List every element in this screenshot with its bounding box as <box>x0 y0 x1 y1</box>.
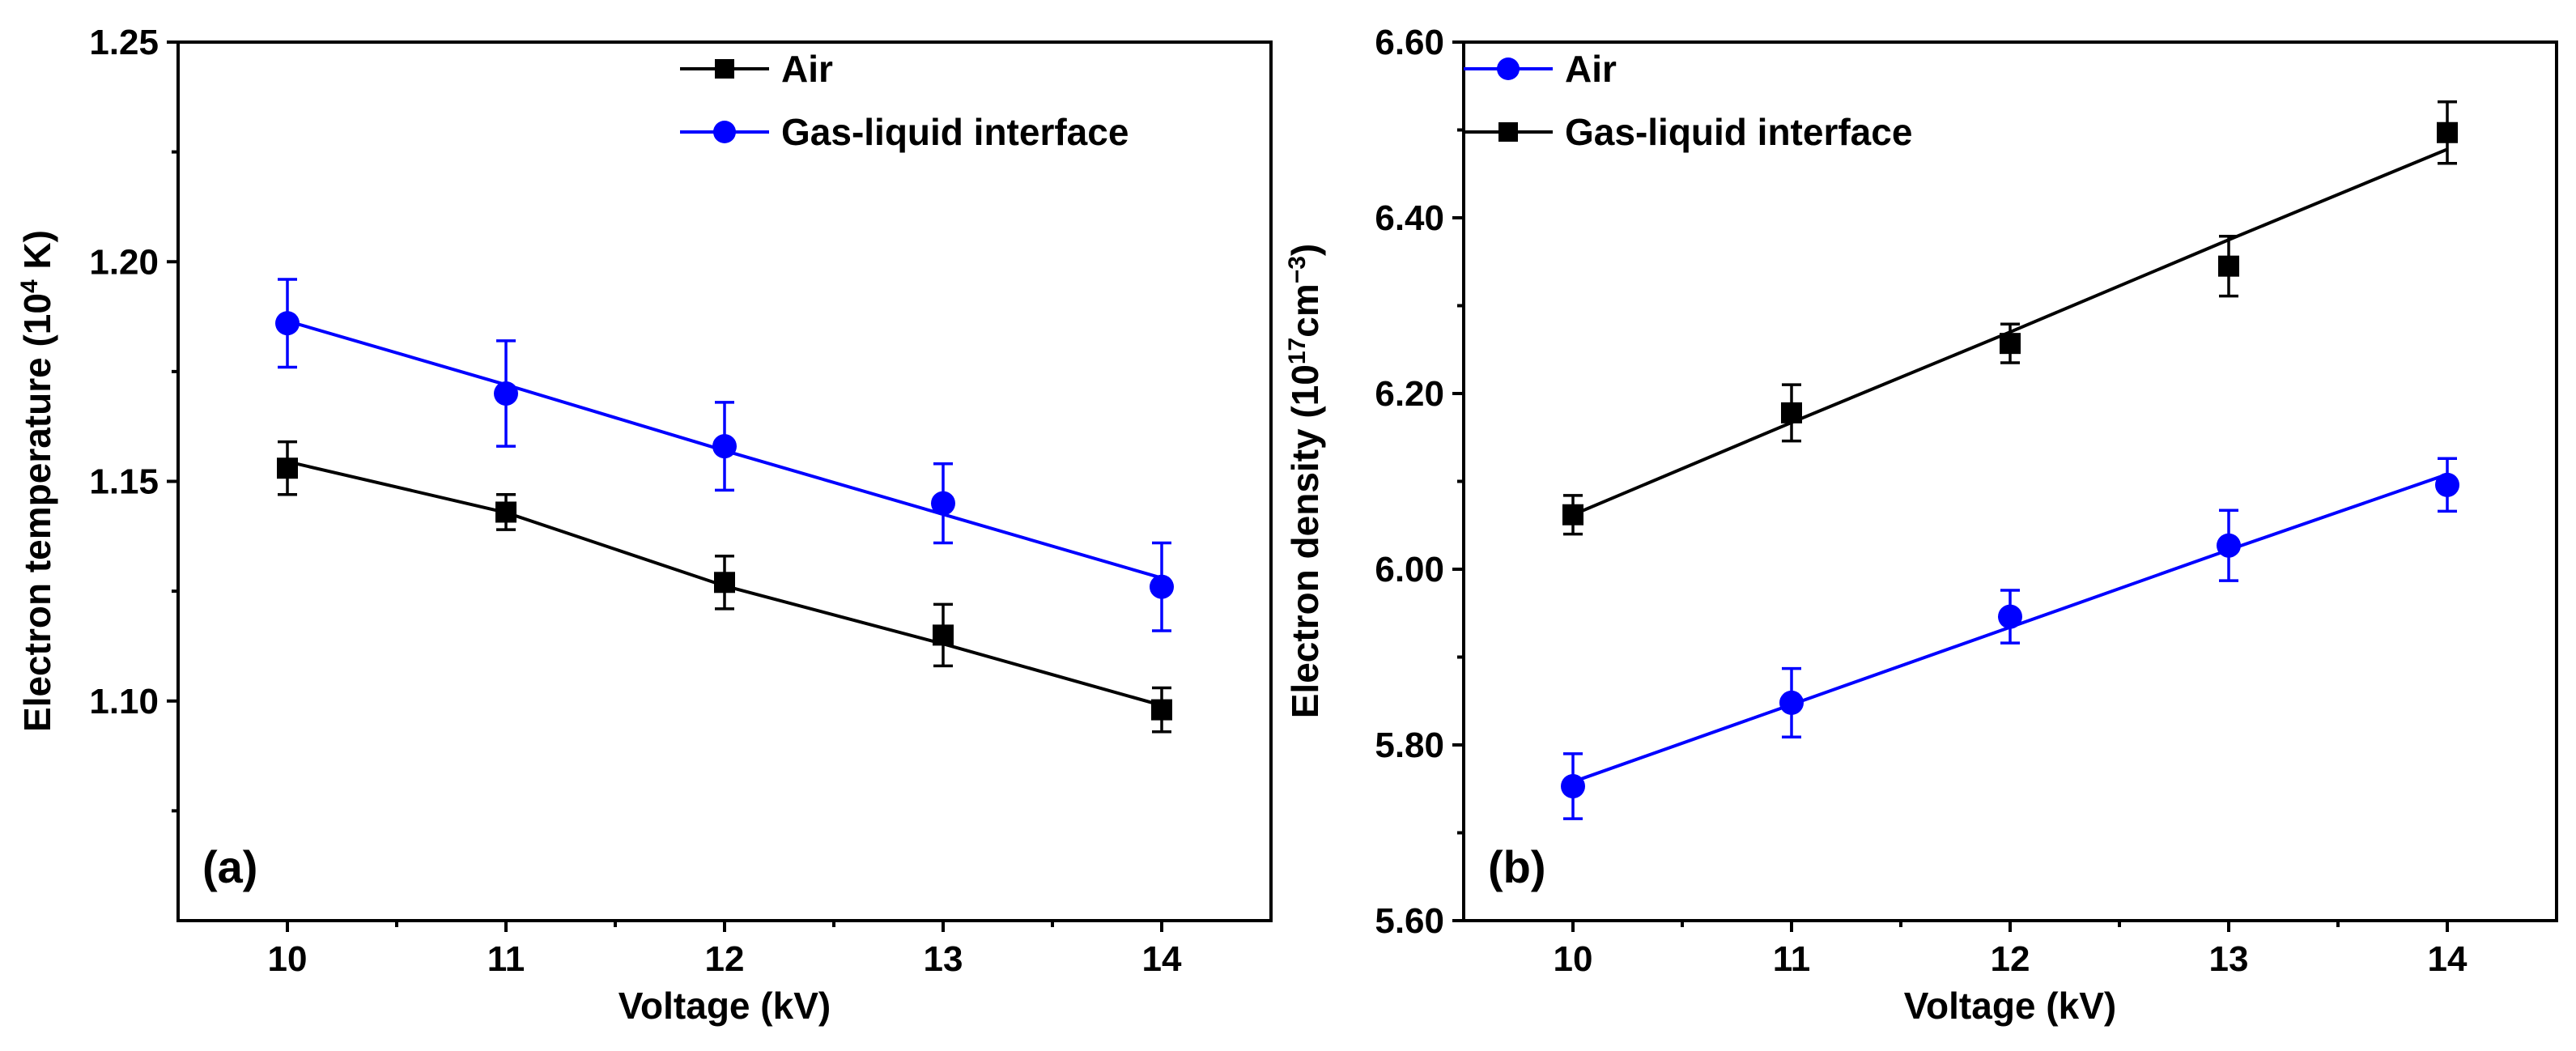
y-tick-label-b: 6.00 <box>1375 550 1444 589</box>
data-point <box>1781 402 1802 423</box>
series-layer-b <box>1561 100 2459 820</box>
x-tick-label-b: 14 <box>2428 939 2468 979</box>
series-a-gas-liquid-interface <box>275 278 1174 632</box>
x-tick-label-b: 13 <box>2209 939 2249 979</box>
legend-label: Gas-liquid interface <box>1565 111 1912 153</box>
data-point <box>1151 699 1172 721</box>
data-point <box>2217 533 2241 558</box>
data-point <box>1998 604 2022 629</box>
panel-b: 10 11 12 13 14 5.60 5.80 6.00 6.20 6.40 6.60 Air Ga… <box>1284 23 2558 1027</box>
y-axis-label-a-tail: K) <box>16 230 58 279</box>
legend-label: Air <box>781 48 833 90</box>
y-axis-label-b-main: Electron density (10 <box>1284 364 1326 718</box>
data-point <box>2437 121 2458 143</box>
x-axis-label-a: Voltage (kV) <box>618 985 831 1027</box>
x-tick-label-b: 11 <box>1773 939 1811 979</box>
data-point <box>275 311 300 336</box>
panel-label-a: (a) <box>202 841 257 892</box>
series-b-gas-liquid-interface <box>1562 100 2458 536</box>
series-a-air <box>277 440 1172 734</box>
x-axis-label-b: Voltage (kV) <box>1904 985 2116 1027</box>
panel-label-b: (b) <box>1488 841 1546 892</box>
x-tick-label-b: 10 <box>1554 939 1593 979</box>
legend-item: Air <box>1464 48 1617 90</box>
y-axis-label-a-main: Electron temperature (10 <box>16 293 58 732</box>
legend-item: Gas-liquid interface <box>1464 111 1912 153</box>
y-tick-label-b: 6.60 <box>1375 23 1444 62</box>
data-point <box>277 457 298 479</box>
data-point <box>931 491 955 516</box>
plot-frame-b <box>1462 40 2558 922</box>
data-point <box>1779 690 1804 715</box>
data-point <box>495 501 516 523</box>
y-tick-label-a: 1.15 <box>89 462 159 502</box>
legend-label: Gas-liquid interface <box>781 111 1129 153</box>
legend-label: Air <box>1565 48 1617 90</box>
series-layer-a <box>275 278 1174 734</box>
y-tick-label-b: 5.60 <box>1375 901 1444 941</box>
y-tick-label-a: 1.20 <box>89 242 159 282</box>
legend-marker <box>1498 122 1518 142</box>
panel-a: 10 11 12 13 14 1.10 1.15 1.20 1.25 Air Gas-liquid… <box>16 23 1273 1027</box>
y-axis-label-a-sup: 4 <box>16 279 43 293</box>
legend-item: Gas-liquid interface <box>680 111 1129 153</box>
y-axis-label-a: Electron temperature (104 K) <box>16 230 59 732</box>
y-tick-label-b: 5.80 <box>1375 725 1444 765</box>
legend-marker <box>1497 57 1520 80</box>
x-tick-label-a: 11 <box>487 939 525 979</box>
x-tick-label-a: 14 <box>1142 939 1182 979</box>
y-tick-label-b: 6.20 <box>1375 374 1444 414</box>
y-tick-label-b: 6.40 <box>1375 198 1444 238</box>
data-point <box>933 624 954 646</box>
y-tick-label-a: 1.10 <box>89 682 159 721</box>
data-point <box>1561 773 1585 798</box>
data-point <box>714 572 735 594</box>
x-tick-label-a: 13 <box>924 939 963 979</box>
y-axis-label-b-sup: 17 <box>1284 338 1311 364</box>
axes-a: 10 11 12 13 14 1.10 1.15 1.20 1.25 <box>89 23 1182 979</box>
data-point <box>2218 255 2239 277</box>
x-tick-label-a: 12 <box>705 939 745 979</box>
y-axis-label-b: Electron density (1017cm−3) <box>1284 244 1327 719</box>
data-point <box>2000 333 2021 355</box>
y-axis-label-b-tail: ) <box>1284 244 1326 256</box>
legend-marker <box>715 59 734 79</box>
data-point <box>494 381 518 406</box>
legend-b: Air Gas-liquid interface <box>1464 48 1912 153</box>
data-point <box>712 434 737 459</box>
data-point <box>2435 472 2459 497</box>
legend-item: Air <box>680 48 833 90</box>
series-b-air <box>1561 457 2459 820</box>
x-tick-label-a: 10 <box>268 939 308 979</box>
y-tick-label-a: 1.25 <box>89 23 159 62</box>
y-axis-label-b-mid: cm <box>1284 283 1326 337</box>
legend-a: Air Gas-liquid interface <box>680 48 1129 153</box>
x-tick-label-b: 12 <box>1991 939 2030 979</box>
legend-marker <box>713 121 736 143</box>
y-axis-label-b-sup2: −3 <box>1284 256 1311 283</box>
axes-b: 10 11 12 13 14 5.60 5.80 6.00 6.20 6.40 6.60 <box>1375 23 2468 979</box>
data-point <box>1562 504 1583 526</box>
data-point <box>1150 574 1174 599</box>
